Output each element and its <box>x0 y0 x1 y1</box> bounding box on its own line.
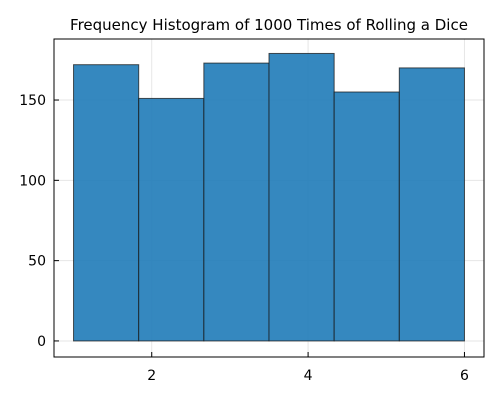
y-tick-label: 150 <box>19 93 46 109</box>
x-tick-label: 6 <box>460 368 469 384</box>
x-tick-label: 2 <box>147 368 156 384</box>
histogram-bar <box>73 64 140 342</box>
plot-frame <box>53 38 485 358</box>
bars <box>73 52 465 342</box>
y-tick-label: 100 <box>19 173 46 189</box>
histogram-bar <box>268 52 335 342</box>
histogram-bar <box>333 91 400 342</box>
histogram-bar <box>398 67 465 342</box>
x-tick-label: 4 <box>304 368 313 384</box>
histogram-bar <box>203 62 270 342</box>
y-tick-label: 50 <box>28 254 46 270</box>
histogram-bar <box>138 97 205 342</box>
chart-title: Frequency Histogram of 1000 Times of Rol… <box>70 16 468 34</box>
y-axis-ticks: 0 50 100 150 <box>19 93 59 350</box>
x-axis-ticks: 2 4 6 <box>147 352 469 384</box>
y-tick-label: 0 <box>37 334 46 350</box>
